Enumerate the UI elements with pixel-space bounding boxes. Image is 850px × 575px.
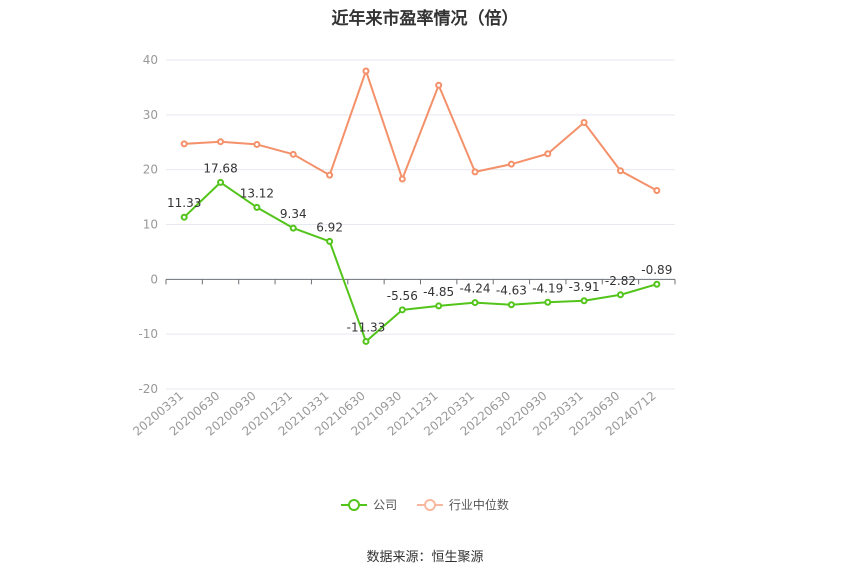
series-line-industry <box>184 69 658 192</box>
data-point-industry <box>362 67 370 75</box>
data-point-company <box>616 291 624 299</box>
data-label: 11.33 <box>167 196 201 210</box>
data-point-company <box>435 302 443 310</box>
y-tick-label: 40 <box>143 53 158 67</box>
data-point-company <box>362 337 370 345</box>
data-label: -2.82 <box>605 274 636 288</box>
line-circle-icon <box>416 498 443 511</box>
data-point-industry <box>289 150 297 158</box>
data-point-industry <box>217 138 225 146</box>
y-tick-label: -10 <box>138 327 158 341</box>
data-point-company <box>471 299 479 307</box>
data-point-company <box>507 301 515 309</box>
data-label: -5.56 <box>387 289 418 303</box>
legend-label-industry: 行业中位数 <box>448 498 509 512</box>
grid-layer <box>166 59 675 390</box>
data-point-industry <box>398 175 406 183</box>
data-point-company <box>398 306 406 314</box>
data-point-industry <box>544 150 552 158</box>
data-point-industry <box>326 171 334 179</box>
data-label: -4.19 <box>532 281 563 295</box>
data-label: 6.92 <box>316 220 343 234</box>
data-label: -4.85 <box>423 285 454 299</box>
data-point-company <box>653 280 661 288</box>
y-tick-label: 0 <box>150 272 158 286</box>
data-point-company <box>217 178 225 186</box>
y-tick-label: 30 <box>143 108 158 122</box>
data-label: -11.33 <box>347 320 386 334</box>
axis-layer: 403020100-10-202020033120200630202009302… <box>130 53 676 439</box>
data-label: 9.34 <box>280 207 307 221</box>
data-label: -4.24 <box>460 282 491 296</box>
series-line-company <box>183 181 658 343</box>
data-label: -0.89 <box>641 263 672 277</box>
legend-label-company: 公司 <box>373 498 398 512</box>
legend-item-company[interactable]: 公司 <box>341 496 397 513</box>
data-point-industry <box>471 168 479 176</box>
y-tick-label: 10 <box>143 218 158 232</box>
data-label: 17.68 <box>203 161 237 175</box>
series-layer <box>180 67 661 345</box>
data-point-industry <box>435 81 443 89</box>
data-point-industry <box>253 140 261 148</box>
chart-title: 近年来市盈率情况（倍） <box>331 9 519 29</box>
legend-item-industry[interactable]: 行业中位数 <box>416 496 509 513</box>
y-tick-label: -20 <box>138 382 158 396</box>
source-note: 数据来源：恒生聚源 <box>366 550 484 565</box>
data-point-industry <box>180 140 188 148</box>
data-point-company <box>180 213 188 221</box>
legend: 公司 行业中位数 <box>0 496 850 515</box>
data-point-industry <box>616 167 624 175</box>
data-point-industry <box>507 160 515 168</box>
data-label: -4.63 <box>496 284 527 298</box>
data-point-company <box>326 237 334 245</box>
data-label: 13.12 <box>240 186 274 200</box>
line-circle-icon <box>341 498 368 511</box>
data-point-company <box>544 298 552 306</box>
data-point-company <box>289 224 297 232</box>
data-label: -3.91 <box>569 280 600 294</box>
data-point-company <box>253 203 261 211</box>
data-point-company <box>580 297 588 305</box>
data-point-industry <box>580 119 588 127</box>
data-point-industry <box>653 187 661 195</box>
y-tick-label: 20 <box>143 163 158 177</box>
